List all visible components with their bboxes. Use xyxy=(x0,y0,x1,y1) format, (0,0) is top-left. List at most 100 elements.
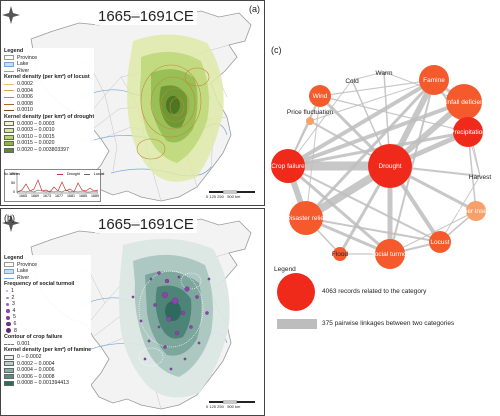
panel-title: 1665–1691CE xyxy=(95,216,197,233)
network-node xyxy=(466,201,486,221)
locust-level: 0.0004 xyxy=(17,87,33,94)
turmoil-level: 5 xyxy=(13,314,16,321)
drought-heading: Kernel density (per km²) of drought xyxy=(4,113,95,120)
famine-level: 0.0002 – 0.0004 xyxy=(17,360,55,367)
drought-swatch xyxy=(4,147,14,153)
network-edge xyxy=(319,79,435,97)
network-edge xyxy=(287,165,441,243)
network-legend-node-text: 4063 records related to the category xyxy=(322,288,427,295)
inset-xtick: 1681 xyxy=(67,194,75,198)
lake-swatch xyxy=(4,61,14,67)
network-node-label: Cold xyxy=(345,78,359,85)
inset-ytick: 0 xyxy=(13,190,15,194)
crop-failure-contours xyxy=(138,270,204,367)
famine-level: 0.0008 – 0.001394413 xyxy=(17,380,69,387)
network-node-label: Warm xyxy=(375,70,392,77)
turmoil-dot xyxy=(6,321,11,327)
network-node xyxy=(271,149,305,183)
inset-xtick: 1673 xyxy=(43,194,51,198)
turmoil-level: 3 xyxy=(12,301,15,308)
network-edge xyxy=(287,100,465,168)
scale-labels: 0 125 250 500 km xyxy=(206,194,241,199)
drought-swatch xyxy=(4,127,14,133)
famine-swatch xyxy=(4,374,14,380)
famine-swatch xyxy=(4,354,14,360)
panel-a-drought-locust-map: (a) 1665–1691CE 0 125 250 500 km Legend … xyxy=(0,0,265,206)
network-node-label: Harvest xyxy=(469,174,492,181)
legend-lake: Lake xyxy=(17,61,29,68)
network-node xyxy=(368,144,412,188)
network-edge xyxy=(389,79,435,255)
locust-line xyxy=(4,83,14,85)
network-node xyxy=(453,117,483,147)
turmoil-dot xyxy=(6,302,9,306)
network-edge xyxy=(351,71,385,81)
panel-label: (c) xyxy=(271,45,282,55)
network-node xyxy=(446,84,482,120)
locust-line xyxy=(4,110,14,112)
network-node-label: Famine xyxy=(423,77,445,84)
network-legend-title: Legend xyxy=(274,266,296,273)
turmoil-level: 8 xyxy=(14,327,17,334)
network-node-label: Other insects xyxy=(457,208,496,215)
drought-level: 0.0003 – 0.0010 xyxy=(17,127,55,134)
legend-title: Legend xyxy=(4,48,24,54)
inset-xtick: 1689 xyxy=(91,194,99,198)
network-node xyxy=(333,247,347,261)
legend-river: River xyxy=(17,274,30,281)
panel-b-famine-turmoil-map: (b) 1665–1691CE 0 125 250 500 km Legend … xyxy=(0,208,265,416)
network-node-labels: Cold Warm Famine Wind Rainfall deficiency Pri… xyxy=(271,70,496,258)
network-node xyxy=(375,239,405,269)
famine-swatch xyxy=(4,367,14,373)
turmoil-dot xyxy=(6,309,10,313)
legend-river: River xyxy=(17,67,30,74)
crop-contour-line xyxy=(4,343,14,345)
network-node-label: Drought xyxy=(378,163,401,170)
network-node xyxy=(429,231,451,253)
province-swatch xyxy=(4,262,14,268)
network-edge xyxy=(319,95,469,133)
legend-edge-symbol xyxy=(277,319,317,329)
panel-b-legend: Legend Province Lake River Frequency of … xyxy=(4,255,92,387)
famine-level: 0 – 0.0002 xyxy=(17,353,42,360)
province-swatch xyxy=(4,55,14,61)
locust-line xyxy=(4,96,14,98)
drought-density-area xyxy=(127,34,224,182)
inset-time-series: 100 50 0 1665 1669 1673 1677 1681 1685 1… xyxy=(4,169,104,202)
inset-legend-drought: Drought xyxy=(67,172,80,176)
legend-province: Province xyxy=(17,261,38,268)
turmoil-dot xyxy=(6,328,11,334)
famine-swatch xyxy=(4,361,14,367)
inset-ytick: 50 xyxy=(11,181,15,185)
network-edge xyxy=(287,79,353,167)
co-occurrence-network: Cold Warm Famine Wind Rainfall deficiency Pri… xyxy=(271,65,496,329)
locust-heading: Kernel density (per km²) of locust xyxy=(4,74,90,81)
locust-series-line xyxy=(16,189,99,193)
north-arrow-icon xyxy=(2,214,20,232)
famine-heading: Kernel density (per km²) of famine xyxy=(4,347,92,354)
inset-xtick: 1677 xyxy=(55,194,63,198)
network-node-label: Price fluctuation xyxy=(287,109,334,116)
network-edge xyxy=(286,78,436,168)
turmoil-dot xyxy=(6,315,10,320)
drought-level: 0.0010 – 0.0015 xyxy=(17,133,55,140)
locust-level: 0.0010 xyxy=(17,107,33,114)
drought-level: 0.0015 – 0.0020 xyxy=(17,140,55,147)
inset-ytick: 100 xyxy=(9,172,15,176)
river-swatch xyxy=(4,277,14,279)
turmoil-dot xyxy=(6,296,9,300)
network-edge xyxy=(305,95,321,219)
famine-swatch xyxy=(4,381,14,387)
panel-label: (b) xyxy=(4,213,15,223)
locust-contours xyxy=(136,64,210,160)
network-node-label: Locust xyxy=(430,239,449,246)
scale-bar xyxy=(209,190,255,194)
network-node-label: Wind xyxy=(313,93,328,100)
network-edge xyxy=(287,164,391,256)
famine-level: 0.0004 – 0.0006 xyxy=(17,367,55,374)
network-nodes xyxy=(271,65,486,269)
network-node xyxy=(289,201,323,235)
inset-plot xyxy=(16,173,99,194)
turmoil-dot xyxy=(6,290,8,293)
network-edge xyxy=(389,210,477,255)
